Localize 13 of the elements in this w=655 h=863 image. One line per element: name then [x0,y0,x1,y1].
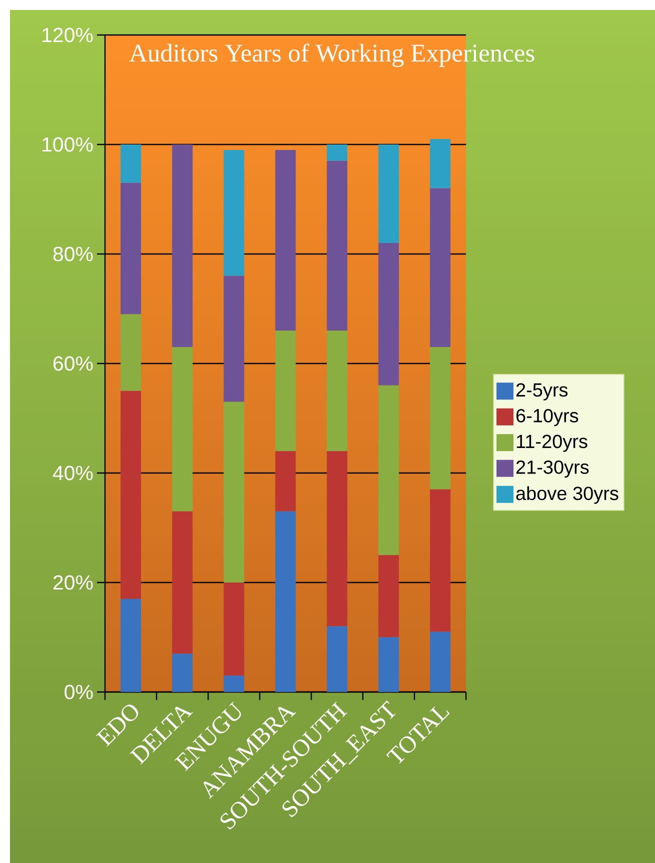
y-tick-label: 20% [53,575,93,590]
legend-label: 11-20yrs [516,434,588,452]
legend-label: above 30yrs [516,486,618,504]
y-tick-label: 100% [42,137,93,152]
legend-label: 6-10yrs [516,408,578,426]
y-tick-label: 40% [52,466,93,480]
y-tick-label: 80% [53,246,93,262]
legend-label: 21-30yrs [516,460,589,478]
legend-label: 2-5yrs [516,383,568,400]
y-tick-label: 0% [64,684,93,700]
y-tick-label: 120% [42,28,93,42]
chart-title: Auditors Years of Working Experiences [129,44,534,68]
y-tick-label: 60% [53,356,93,371]
